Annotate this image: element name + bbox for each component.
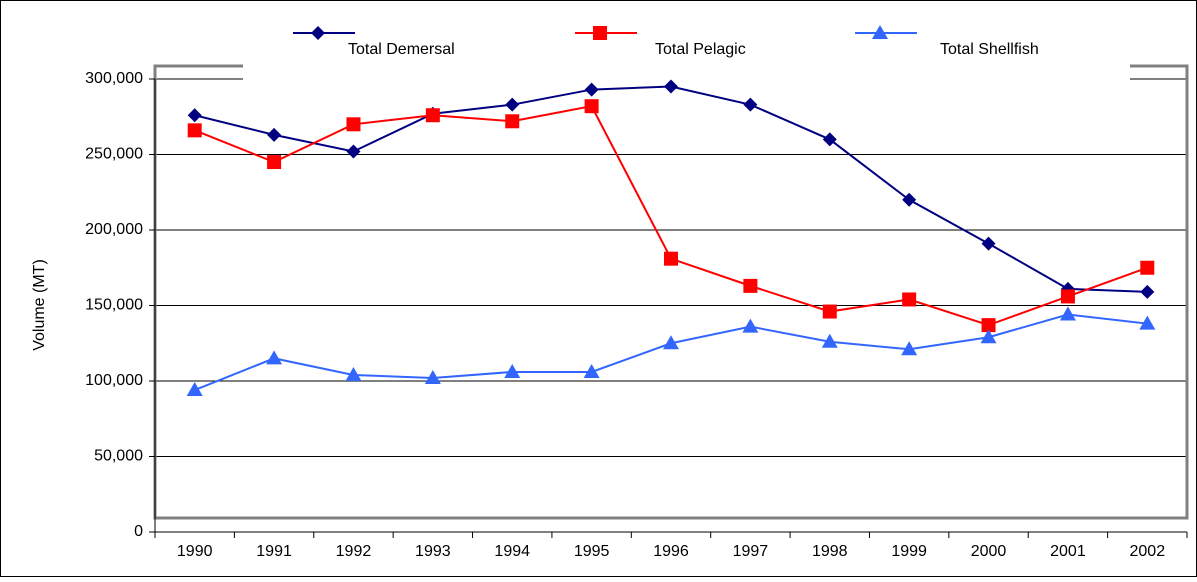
marker: [266, 350, 283, 365]
x-tick-label: 1996: [653, 543, 689, 560]
marker: [593, 26, 607, 40]
marker: [901, 341, 918, 356]
marker: [902, 292, 917, 307]
marker: [981, 318, 996, 333]
x-tick-label: 2002: [1130, 543, 1166, 560]
y-tick-label: 50,000: [94, 448, 143, 465]
x-tick-label: 2001: [1050, 543, 1086, 560]
x-tick-label: 1992: [336, 543, 372, 560]
x-tick-label: 1995: [574, 543, 610, 560]
marker: [345, 366, 362, 381]
marker: [584, 82, 599, 97]
marker: [584, 99, 599, 114]
x-tick-label: 1993: [415, 543, 451, 560]
marker: [1139, 315, 1156, 330]
marker: [743, 97, 758, 112]
marker: [583, 363, 600, 378]
x-tick-label: 1990: [177, 543, 213, 560]
marker: [902, 192, 917, 207]
marker: [663, 335, 679, 350]
marker: [505, 114, 520, 129]
y-tick-label: 0: [134, 523, 143, 540]
marker: [1140, 284, 1155, 299]
marker: [822, 304, 837, 319]
marker: [980, 329, 997, 344]
y-tick-label: 200,000: [85, 221, 143, 238]
marker: [822, 132, 837, 147]
x-tick-label: 1999: [891, 543, 927, 560]
y-tick-label: 300,000: [85, 70, 143, 87]
marker: [267, 155, 282, 170]
marker: [1140, 260, 1155, 275]
legend-box: [243, 2, 1130, 90]
marker: [821, 333, 838, 348]
marker: [742, 318, 759, 333]
y-tick-label: 100,000: [85, 372, 143, 389]
marker: [1060, 289, 1075, 304]
marker: [187, 123, 202, 138]
marker: [425, 108, 440, 123]
marker: [743, 278, 758, 293]
marker: [504, 363, 521, 378]
marker: [1059, 306, 1076, 321]
marker: [267, 127, 282, 142]
marker: [311, 26, 325, 40]
x-tick-label: 1998: [812, 543, 848, 560]
marker: [187, 108, 202, 123]
marker: [505, 97, 520, 112]
x-tick-label: 1991: [256, 543, 292, 560]
marker: [981, 236, 996, 251]
x-tick-label: 1994: [494, 543, 530, 560]
y-tick-label: 250,000: [85, 146, 143, 163]
y-tick-label: 150,000: [85, 297, 143, 314]
marker: [664, 79, 678, 94]
marker: [346, 117, 361, 132]
x-tick-label: 1997: [733, 543, 769, 560]
y-axis-label: Volume (MT): [31, 259, 48, 351]
marker: [346, 144, 361, 159]
marker: [664, 251, 678, 266]
marker: [186, 382, 203, 397]
legend-label: Total Pelagic: [655, 41, 746, 58]
x-tick-label: 2000: [971, 543, 1007, 560]
marker: [872, 25, 888, 39]
legend-label: Total Demersal: [348, 41, 455, 58]
legend-label: Total Shellfish: [940, 41, 1039, 58]
marker: [424, 369, 441, 384]
